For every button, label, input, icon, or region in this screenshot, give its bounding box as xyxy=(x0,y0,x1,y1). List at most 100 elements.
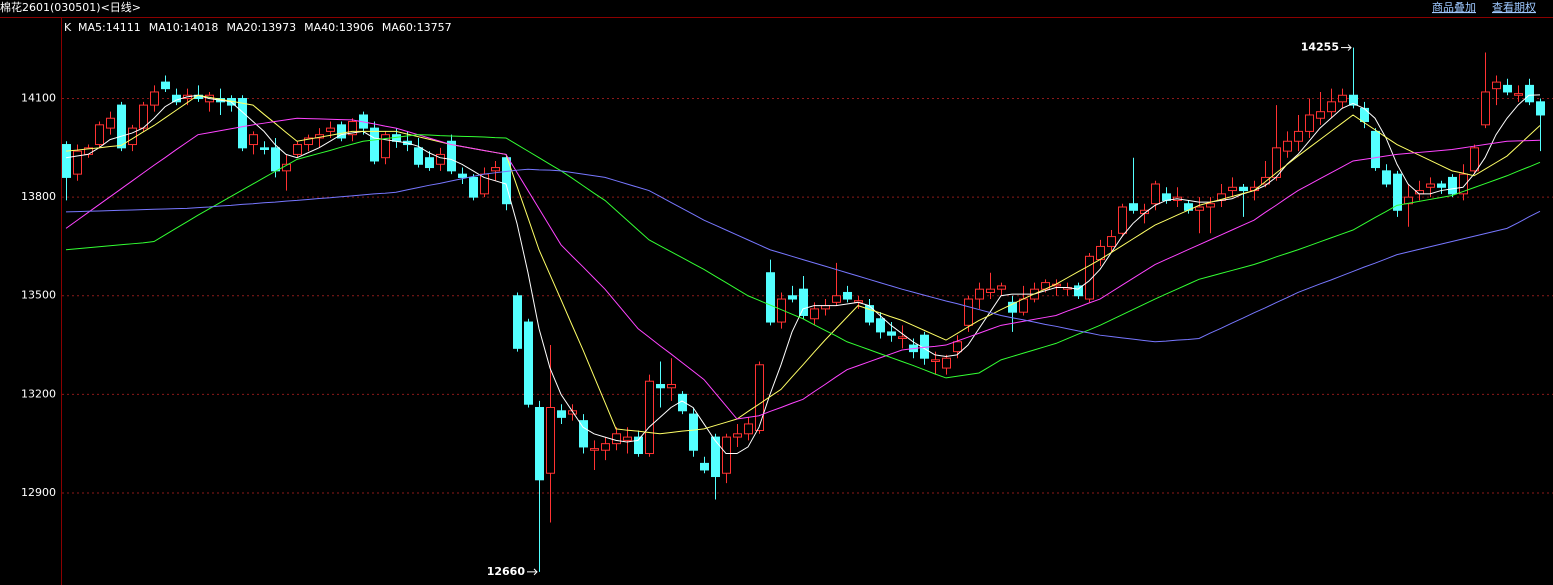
candle-body xyxy=(953,341,962,353)
candle-body xyxy=(1019,298,1028,313)
candle-body xyxy=(898,336,907,339)
candle-body xyxy=(1305,114,1314,132)
candle-body xyxy=(1525,84,1534,103)
candle-body xyxy=(436,153,445,165)
candle-body xyxy=(1228,186,1237,192)
ma-line xyxy=(65,134,1541,379)
candle-body xyxy=(766,272,775,323)
candle-body xyxy=(1283,140,1292,152)
candle-body xyxy=(381,134,390,159)
candle-body xyxy=(1008,301,1017,313)
ma-line xyxy=(65,168,1541,343)
candle-body xyxy=(117,104,126,149)
candle-body xyxy=(887,331,896,336)
candle-body xyxy=(788,295,797,300)
candle-body xyxy=(1151,183,1160,205)
candle-body xyxy=(458,173,467,178)
candle-body xyxy=(1470,147,1479,172)
candle-body xyxy=(469,176,478,198)
y-tick-label: 14100 xyxy=(21,92,56,105)
candle-body xyxy=(535,407,544,481)
candle-body xyxy=(304,137,313,146)
ma-line xyxy=(65,94,1541,455)
candle-body xyxy=(1349,94,1358,106)
ma-line xyxy=(65,94,1541,435)
candle-body xyxy=(1129,203,1138,211)
candle-body xyxy=(425,157,434,169)
candle-body xyxy=(238,98,247,149)
low-label-arrow-head xyxy=(533,568,538,576)
candle-body xyxy=(832,295,841,303)
candle-body xyxy=(326,127,335,132)
candle-body xyxy=(546,407,555,474)
legend-entry: MA40:13906 xyxy=(304,21,374,34)
candle-body xyxy=(73,150,82,175)
candle-body xyxy=(62,144,71,178)
candle-body xyxy=(1448,176,1457,195)
candle-body xyxy=(1437,183,1446,188)
candle-body xyxy=(997,285,1006,290)
candle-body xyxy=(590,448,599,451)
candle-body xyxy=(557,410,566,418)
candle-body xyxy=(931,359,940,362)
candle-body xyxy=(106,117,115,129)
candle-body xyxy=(1327,101,1336,113)
candle-body xyxy=(271,147,280,172)
candle-body xyxy=(711,436,720,478)
high-label: 14255 xyxy=(1301,41,1339,54)
candle-body xyxy=(1492,81,1501,90)
candle-body xyxy=(1371,130,1380,169)
candle-body xyxy=(975,288,984,300)
candle-body xyxy=(601,443,610,451)
candle-body xyxy=(700,462,709,471)
y-tick-label: 13800 xyxy=(21,190,56,203)
candle-body xyxy=(293,144,302,155)
candle-body xyxy=(1107,236,1116,247)
options-link[interactable]: 查看期权 xyxy=(1492,0,1536,14)
candle-body xyxy=(447,140,456,172)
candle-body xyxy=(348,121,357,136)
candle-body xyxy=(1382,170,1391,185)
y-tick-label: 13500 xyxy=(21,289,56,302)
candle-body xyxy=(1195,206,1204,211)
candle-body xyxy=(689,413,698,451)
candle-body xyxy=(1514,93,1523,96)
candle-body xyxy=(744,423,753,435)
candle-body xyxy=(1261,176,1270,185)
candle-body xyxy=(1085,255,1094,300)
y-tick-label: 13200 xyxy=(21,387,56,400)
legend-entry: MA60:13757 xyxy=(382,21,452,34)
candle-body xyxy=(777,298,786,323)
chart-title: 棉花2601(030501)<日线> xyxy=(0,0,141,14)
candle-body xyxy=(1239,186,1248,192)
candle-body xyxy=(733,433,742,438)
candle-body xyxy=(612,433,621,445)
candle-body xyxy=(579,420,588,448)
candle-body xyxy=(95,124,104,146)
overlay-link[interactable]: 商品叠加 xyxy=(1432,0,1476,14)
candle-body xyxy=(964,298,973,326)
y-tick-label: 12900 xyxy=(21,486,56,499)
ma-line xyxy=(65,117,1541,420)
candle-body xyxy=(1503,84,1512,93)
candle-body xyxy=(414,147,423,165)
candle-body xyxy=(634,436,643,455)
candle-body xyxy=(172,94,181,103)
candle-body xyxy=(1316,111,1325,119)
candle-body xyxy=(1206,203,1215,208)
candle-body xyxy=(810,308,819,320)
legend-entry: MA5:14111 xyxy=(78,21,141,34)
candle-body xyxy=(722,436,731,474)
candle-body xyxy=(524,321,533,405)
low-label: 12660 xyxy=(487,565,526,578)
candle-body xyxy=(150,91,159,106)
candle-body xyxy=(1294,130,1303,142)
candle-body xyxy=(1426,183,1435,188)
candle-body xyxy=(843,291,852,300)
candle-body xyxy=(1338,94,1347,103)
legend-entry: MA20:13973 xyxy=(226,21,296,34)
candle-body xyxy=(370,127,379,162)
